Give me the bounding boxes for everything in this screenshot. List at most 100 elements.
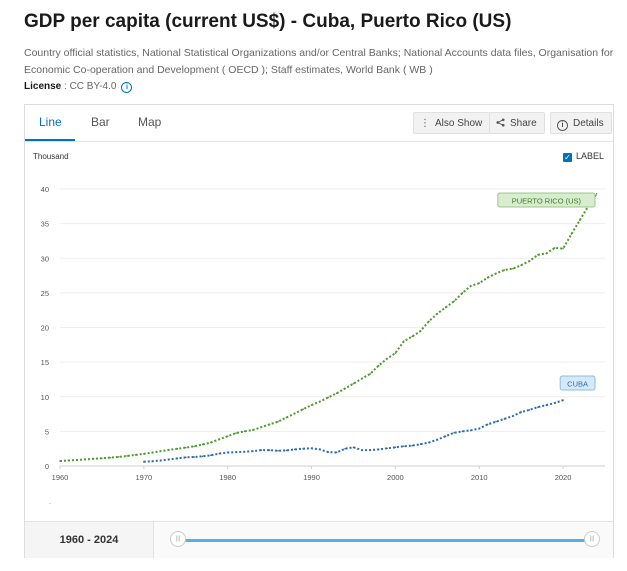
tab-bar[interactable]: Bar xyxy=(91,115,110,129)
data-point-puerto-rico-us[interactable] xyxy=(528,260,531,262)
data-point-puerto-rico-us[interactable] xyxy=(503,269,506,271)
data-point-cuba[interactable] xyxy=(503,418,506,420)
data-point-cuba[interactable] xyxy=(285,449,288,452)
data-point-cuba[interactable] xyxy=(252,450,254,452)
data-point-cuba[interactable] xyxy=(168,458,170,461)
data-point-puerto-rico-us[interactable] xyxy=(537,253,539,256)
data-point-cuba[interactable] xyxy=(243,451,246,453)
data-point-cuba[interactable] xyxy=(193,456,195,458)
data-point-cuba[interactable] xyxy=(394,446,397,449)
data-point-puerto-rico-us[interactable] xyxy=(285,416,288,419)
data-point-puerto-rico-us[interactable] xyxy=(159,450,162,453)
label-toggle[interactable]: ✓ LABEL xyxy=(563,151,604,162)
data-point-puerto-rico-us[interactable] xyxy=(117,456,120,458)
data-point-cuba[interactable] xyxy=(511,415,514,417)
data-point-puerto-rico-us[interactable] xyxy=(243,430,246,433)
data-point-puerto-rico-us[interactable] xyxy=(361,377,363,380)
data-point-puerto-rico-us[interactable] xyxy=(495,272,497,275)
data-point-puerto-rico-us[interactable] xyxy=(260,426,263,429)
data-point-puerto-rico-us[interactable] xyxy=(184,446,187,449)
data-point-cuba[interactable] xyxy=(268,449,271,451)
details-button[interactable]: i Details xyxy=(550,112,612,134)
data-point-puerto-rico-us[interactable] xyxy=(143,453,145,455)
data-point-puerto-rico-us[interactable] xyxy=(319,400,321,403)
data-point-cuba[interactable] xyxy=(486,423,489,426)
data-point-puerto-rico-us[interactable] xyxy=(377,364,380,367)
data-point-puerto-rico-us[interactable] xyxy=(562,247,564,250)
data-point-cuba[interactable] xyxy=(361,449,363,451)
data-point-cuba[interactable] xyxy=(176,457,179,460)
data-point-puerto-rico-us[interactable] xyxy=(75,459,78,461)
data-point-puerto-rico-us[interactable] xyxy=(411,335,413,338)
data-point-cuba[interactable] xyxy=(377,448,380,451)
data-point-cuba[interactable] xyxy=(553,402,556,404)
data-point-cuba[interactable] xyxy=(143,461,145,463)
data-point-puerto-rico-us[interactable] xyxy=(444,306,447,309)
data-point-puerto-rico-us[interactable] xyxy=(151,451,154,454)
data-point-puerto-rico-us[interactable] xyxy=(226,435,229,438)
data-point-puerto-rico-us[interactable] xyxy=(344,387,346,390)
data-point-puerto-rico-us[interactable] xyxy=(293,412,296,415)
data-point-puerto-rico-us[interactable] xyxy=(394,352,397,354)
data-point-cuba[interactable] xyxy=(352,446,355,449)
slider-end-handle[interactable]: ||| xyxy=(584,531,600,547)
data-point-cuba[interactable] xyxy=(159,459,162,462)
data-point-puerto-rico-us[interactable] xyxy=(386,357,388,360)
data-point-cuba[interactable] xyxy=(327,451,330,453)
data-point-cuba[interactable] xyxy=(386,447,388,450)
data-point-cuba[interactable] xyxy=(210,454,212,457)
data-point-puerto-rico-us[interactable] xyxy=(461,292,464,294)
data-point-cuba[interactable] xyxy=(293,448,296,451)
data-point-puerto-rico-us[interactable] xyxy=(193,445,195,448)
data-point-puerto-rico-us[interactable] xyxy=(369,373,372,375)
data-point-puerto-rico-us[interactable] xyxy=(327,396,330,399)
data-point-puerto-rico-us[interactable] xyxy=(419,330,422,332)
data-point-puerto-rico-us[interactable] xyxy=(310,404,313,406)
data-point-cuba[interactable] xyxy=(319,448,321,451)
data-point-puerto-rico-us[interactable] xyxy=(134,454,137,456)
data-point-puerto-rico-us[interactable] xyxy=(520,264,522,266)
data-point-cuba[interactable] xyxy=(218,452,221,455)
data-point-puerto-rico-us[interactable] xyxy=(595,193,598,195)
data-point-cuba[interactable] xyxy=(428,441,430,444)
data-point-cuba[interactable] xyxy=(537,406,539,408)
data-point-puerto-rico-us[interactable] xyxy=(478,282,481,284)
data-point-cuba[interactable] xyxy=(402,445,405,448)
data-point-puerto-rico-us[interactable] xyxy=(302,408,304,411)
data-point-cuba[interactable] xyxy=(344,447,346,450)
share-button[interactable]: Share xyxy=(489,112,545,134)
data-point-cuba[interactable] xyxy=(453,431,455,434)
data-point-puerto-rico-us[interactable] xyxy=(436,312,439,315)
series-line-cuba[interactable] xyxy=(143,399,564,463)
checkbox-checked-icon[interactable]: ✓ xyxy=(563,153,572,162)
data-point-puerto-rico-us[interactable] xyxy=(470,285,472,287)
data-point-cuba[interactable] xyxy=(436,438,439,441)
data-point-cuba[interactable] xyxy=(184,456,187,459)
data-point-puerto-rico-us[interactable] xyxy=(109,456,112,459)
data-point-puerto-rico-us[interactable] xyxy=(59,460,61,462)
data-point-cuba[interactable] xyxy=(470,429,472,432)
data-point-puerto-rico-us[interactable] xyxy=(486,276,489,279)
series-line-puerto-rico-us[interactable] xyxy=(59,193,598,462)
data-point-puerto-rico-us[interactable] xyxy=(545,252,548,255)
data-point-cuba[interactable] xyxy=(444,435,447,438)
data-point-cuba[interactable] xyxy=(226,451,229,454)
data-point-puerto-rico-us[interactable] xyxy=(268,423,271,426)
data-point-cuba[interactable] xyxy=(478,427,481,430)
data-point-puerto-rico-us[interactable] xyxy=(235,432,237,434)
data-point-puerto-rico-us[interactable] xyxy=(428,320,430,323)
data-point-puerto-rico-us[interactable] xyxy=(67,459,70,462)
data-point-puerto-rico-us[interactable] xyxy=(168,449,170,451)
slider-start-handle[interactable]: ||| xyxy=(170,531,186,547)
data-point-puerto-rico-us[interactable] xyxy=(92,457,95,460)
data-point-puerto-rico-us[interactable] xyxy=(352,382,355,385)
data-point-cuba[interactable] xyxy=(520,411,522,413)
tab-line[interactable]: Line xyxy=(39,115,62,129)
data-point-puerto-rico-us[interactable] xyxy=(210,441,212,444)
data-point-cuba[interactable] xyxy=(201,455,204,458)
data-point-puerto-rico-us[interactable] xyxy=(579,219,581,221)
tab-map[interactable]: Map xyxy=(138,115,162,129)
data-point-cuba[interactable] xyxy=(419,443,422,445)
data-point-puerto-rico-us[interactable] xyxy=(553,247,556,249)
data-point-cuba[interactable] xyxy=(461,430,464,433)
